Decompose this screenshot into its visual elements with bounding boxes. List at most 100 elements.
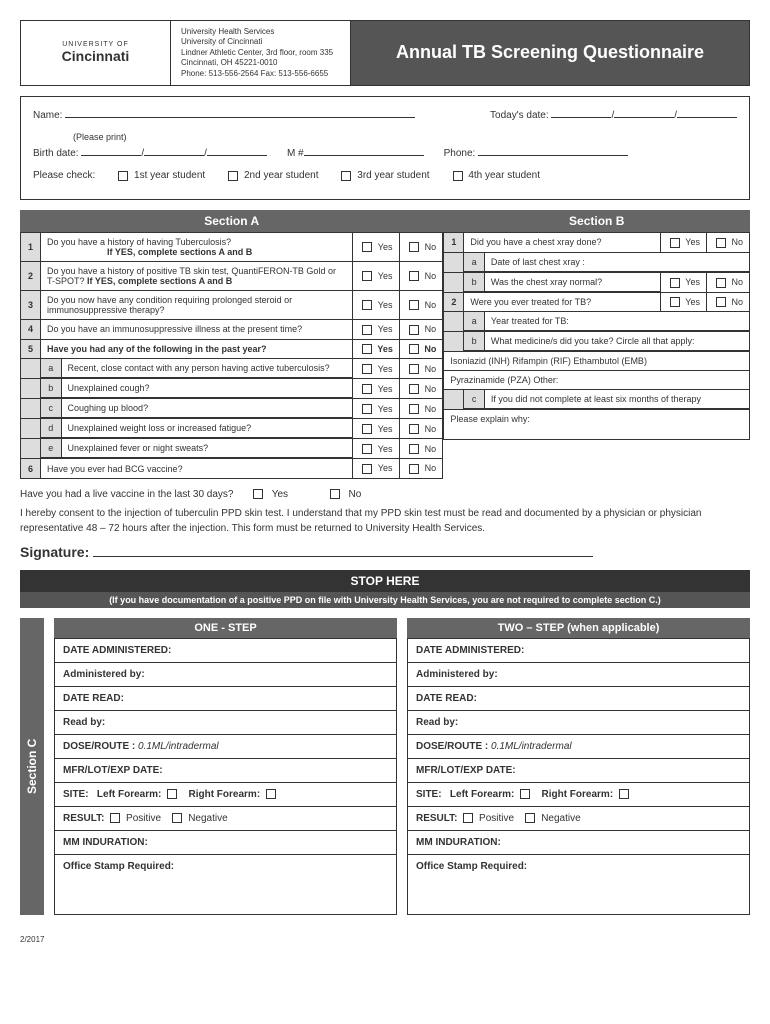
sa-3-no[interactable]: No <box>399 291 443 320</box>
birth-label: Birth date: <box>33 148 79 159</box>
one-step-header: ONE - STEP <box>54 618 397 638</box>
section-b-header: Section B <box>443 210 750 232</box>
os-left-checkbox[interactable] <box>167 789 177 799</box>
consent-block: Have you had a live vaccine in the last … <box>20 487 750 536</box>
date-y[interactable] <box>677 117 737 118</box>
os-admin-by: Administered by: <box>55 663 397 687</box>
addr5: Phone: 513-556-2564 Fax: 513-556-6655 <box>181 69 340 79</box>
y4-checkbox[interactable] <box>453 171 463 181</box>
sa-5b-yes[interactable]: Yes <box>353 379 400 399</box>
sa-5d-no[interactable]: No <box>399 419 443 439</box>
ts-left-checkbox[interactable] <box>520 789 530 799</box>
sb-2-yes[interactable]: Yes <box>660 292 706 312</box>
sa-5-yes[interactable]: Yes <box>353 339 400 359</box>
ts-date-admin: DATE ADMINISTERED: <box>408 639 750 663</box>
sa-5-no[interactable]: No <box>399 339 443 359</box>
date-d[interactable] <box>614 117 674 118</box>
date-m[interactable] <box>551 117 611 118</box>
name-field[interactable] <box>65 117 415 118</box>
os-dose: DOSE/ROUTE : 0.1ML/intradermal <box>55 735 397 759</box>
sa-5d: Unexplained weight loss or increased fat… <box>61 419 352 438</box>
sa-2-no[interactable]: No <box>399 262 443 291</box>
sa-2-yes[interactable]: Yes <box>353 262 400 291</box>
sa-5a-no[interactable]: No <box>399 359 443 379</box>
sa-5b-no[interactable]: No <box>399 379 443 399</box>
sa-5e-yes[interactable]: Yes <box>353 439 400 459</box>
sb-1-yes[interactable]: Yes <box>660 233 706 253</box>
y3-checkbox[interactable] <box>341 171 351 181</box>
ts-result: RESULT: Positive Negative <box>408 807 750 831</box>
phone-field[interactable] <box>478 155 628 156</box>
os-mm: MM INDURATION: <box>55 831 397 855</box>
sa-5a-yes[interactable]: Yes <box>353 359 400 379</box>
vaccine-q: Have you had a live vaccine in the last … <box>20 489 233 500</box>
section-b-table: 1Did you have a chest xray done? Yes No … <box>443 232 750 440</box>
bd-y[interactable] <box>207 155 267 156</box>
consent-text: I hereby consent to the injection of tub… <box>20 506 750 536</box>
sa-5-blank <box>21 359 41 379</box>
section-b: Section B 1Did you have a chest xray don… <box>443 210 750 479</box>
vaccine-yes-checkbox[interactable] <box>253 489 263 499</box>
sb-2-no[interactable]: No <box>706 292 749 312</box>
sa-5d-sub: d <box>41 419 61 438</box>
sb-1-no[interactable]: No <box>706 233 749 253</box>
sa-6-yes[interactable]: Yes <box>353 459 400 479</box>
vaccine-no-checkbox[interactable] <box>330 489 340 499</box>
sb-explain: Please explain why: <box>444 410 750 440</box>
please-print: (Please print) <box>33 129 737 145</box>
sa-5c: Coughing up blood? <box>61 399 352 418</box>
sa-5c-yes[interactable]: Yes <box>353 399 400 419</box>
footer-date: 2/2017 <box>20 935 750 944</box>
address-cell: University Health Services University of… <box>171 21 351 85</box>
univ-name: Cincinnati <box>62 48 130 64</box>
sa-2-num: 2 <box>21 262 41 291</box>
sb-1b: Was the chest xray normal? <box>484 273 660 292</box>
os-read-by: Read by: <box>55 711 397 735</box>
info-box: Name: Today's date: // (Please print) Bi… <box>20 96 750 200</box>
sb-meds1: Isoniazid (INH) Rifampin (RIF) Ethambuto… <box>444 352 750 371</box>
y2-checkbox[interactable] <box>228 171 238 181</box>
sa-5e-sub: e <box>41 439 61 458</box>
m-field[interactable] <box>304 155 424 156</box>
sa-1-yes[interactable]: Yes <box>353 233 400 262</box>
ts-neg-checkbox[interactable] <box>525 813 535 823</box>
ts-pos-checkbox[interactable] <box>463 813 473 823</box>
ts-mfr: MFR/LOT/EXP DATE: <box>408 759 750 783</box>
sb-2b: What medicine/s did you take? Circle all… <box>484 332 749 351</box>
sb-1b-yes[interactable]: Yes <box>660 272 706 292</box>
ts-right-checkbox[interactable] <box>619 789 629 799</box>
sa-4-num: 4 <box>21 320 41 340</box>
addr1: University Health Services <box>181 27 340 37</box>
name-label: Name: <box>33 110 62 121</box>
y1-checkbox[interactable] <box>118 171 128 181</box>
os-site: SITE: Left Forearm: Right Forearm: <box>55 783 397 807</box>
sa-3-yes[interactable]: Yes <box>353 291 400 320</box>
os-mfr: MFR/LOT/EXP DATE: <box>55 759 397 783</box>
y3-label: 3rd year student <box>357 170 429 181</box>
sa-4-no[interactable]: No <box>399 320 443 340</box>
os-neg-checkbox[interactable] <box>172 813 182 823</box>
signature-field[interactable] <box>93 556 593 557</box>
sb-2c-sub: c <box>464 390 484 409</box>
sb-2: Were you ever treated for TB? <box>464 292 661 312</box>
os-pos-checkbox[interactable] <box>110 813 120 823</box>
sa-4-yes[interactable]: Yes <box>353 320 400 340</box>
sb-1b-no[interactable]: No <box>706 272 749 292</box>
sa-3: Do you now have any condition requiring … <box>41 291 353 320</box>
sb-1: Did you have a chest xray done? <box>464 233 661 253</box>
one-step-table: DATE ADMINISTERED: Administered by: DATE… <box>54 638 397 915</box>
sb-1a-sub: a <box>464 253 484 272</box>
sb-2b-sub: b <box>464 332 484 351</box>
os-right-checkbox[interactable] <box>266 789 276 799</box>
sa-5c-no[interactable]: No <box>399 399 443 419</box>
sa-5e-no[interactable]: No <box>399 439 443 459</box>
two-step-box: TWO – STEP (when applicable) DATE ADMINI… <box>407 618 750 915</box>
sa-5d-yes[interactable]: Yes <box>353 419 400 439</box>
addr2: University of Cincinnati <box>181 37 340 47</box>
sa-6-no[interactable]: No <box>399 459 443 479</box>
two-step-table: DATE ADMINISTERED: Administered by: DATE… <box>407 638 750 915</box>
bd-m[interactable] <box>81 155 141 156</box>
y1-label: 1st year student <box>134 170 205 181</box>
bd-d[interactable] <box>144 155 204 156</box>
sa-1-no[interactable]: No <box>399 233 443 262</box>
